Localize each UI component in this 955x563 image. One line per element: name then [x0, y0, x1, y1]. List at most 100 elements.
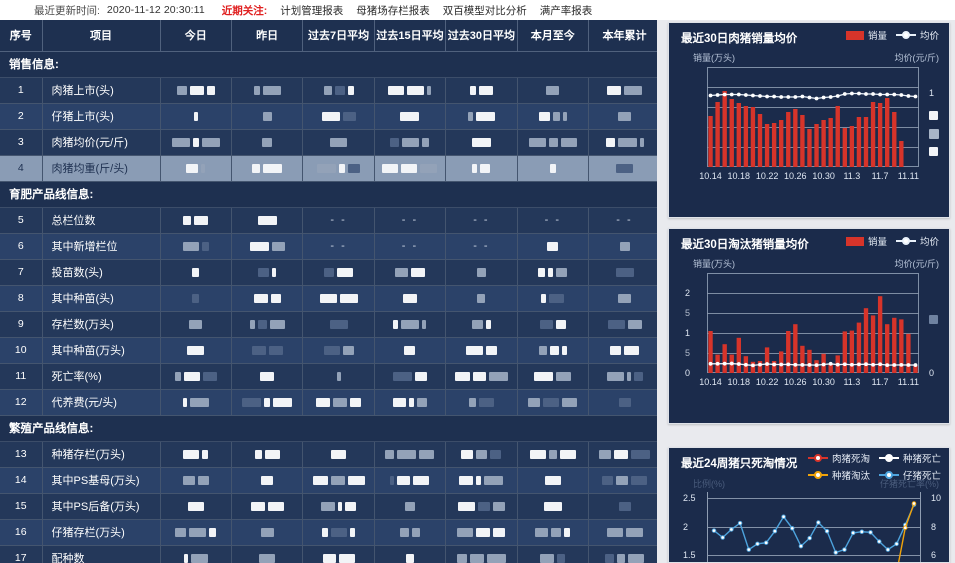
redacted-value [260, 527, 274, 537]
legend-item-breeder-cull[interactable]: 种猪淘汰 [807, 468, 870, 482]
table-cell [302, 285, 375, 312]
table-cell [160, 77, 232, 104]
col-year-to-date[interactable]: 本年累计 [588, 20, 657, 52]
table-cell [231, 363, 304, 390]
legend-item-sales-volume[interactable]: 销量 [845, 28, 887, 42]
table-row[interactable]: 13 种猪存栏(万头) [0, 441, 657, 468]
table-row[interactable]: 15 其中PS后备(万头) [0, 493, 657, 520]
col-avg-7d[interactable]: 过去7日平均 [302, 20, 375, 52]
row-item-label: 其中PS后备(万头) [42, 493, 161, 520]
legend-label: 销量 [867, 31, 887, 42]
redacted-value [350, 527, 356, 537]
col-avg-30d[interactable]: 过去30日平均 [445, 20, 518, 52]
redacted-value [478, 397, 494, 407]
table-row[interactable]: 12 代养费(元/头) [0, 389, 657, 416]
table-row[interactable]: 14 其中PS基母(万头) [0, 467, 657, 494]
x-tick-label: 10.14 [699, 171, 722, 181]
link-double-hundred-model-analysis[interactable]: 双百模型对比分析 [442, 4, 527, 17]
table-cell [302, 129, 375, 156]
redacted-value [339, 163, 346, 173]
line-swatch-icon [878, 454, 899, 462]
redacted-value [457, 527, 474, 537]
table-cell [302, 467, 375, 494]
legend-item-pig-mortality-cull[interactable]: 肉猪死淘 [807, 451, 870, 465]
legend-item-avg-price[interactable]: 均价 [895, 28, 939, 42]
row-item-label: 存栏数(万头) [42, 311, 161, 338]
redacted-value [407, 85, 425, 95]
table-cell [231, 441, 304, 468]
redacted-value [529, 449, 546, 459]
redacted-value [411, 527, 420, 537]
redacted-value [331, 449, 347, 459]
redacted-value [599, 449, 611, 459]
link-plan-management-report[interactable]: 计划管理报表 [280, 4, 344, 17]
redacted-value [410, 267, 425, 277]
table-row[interactable]: 17 配种数 [0, 545, 657, 563]
redacted-value [262, 111, 272, 121]
redacted-dash: - - [401, 214, 419, 226]
redacted-value [261, 475, 274, 485]
table-cell [445, 519, 518, 546]
row-item-label: 其中新增栏位 [42, 233, 161, 260]
redacted-value [546, 85, 560, 95]
redacted-value [625, 527, 643, 537]
col-item[interactable]: 项目 [42, 20, 161, 52]
redacted-value [330, 475, 345, 485]
redacted-value [471, 137, 491, 147]
col-today[interactable]: 今日 [160, 20, 232, 52]
redacted-value [267, 501, 284, 511]
table-cell [231, 545, 304, 563]
table-cell [231, 77, 304, 104]
redacted-value [633, 371, 643, 381]
table-row[interactable]: 10 其中种苗(万头) [0, 337, 657, 364]
table-cell [588, 389, 657, 416]
table-cell [302, 545, 375, 563]
legend-item-piglet-death[interactable]: 仔猪死亡 [878, 468, 941, 482]
legend-item-avg-price[interactable]: 均价 [895, 234, 939, 248]
table-cell [160, 311, 232, 338]
x-tick-label: 11.3 [843, 171, 861, 181]
legend-label: 种猪淘汰 [831, 471, 870, 482]
legend-item-sales-volume[interactable]: 销量 [845, 234, 887, 248]
table-cell: - - [302, 207, 375, 234]
redacted-value [201, 137, 220, 147]
redacted-value [490, 449, 502, 459]
redacted-value [631, 475, 647, 485]
row-index: 15 [0, 493, 43, 520]
redacted-value [618, 111, 631, 121]
redacted-dash: - - [330, 240, 347, 252]
col-avg-15d[interactable]: 过去15日平均 [374, 20, 447, 52]
table-row[interactable]: 6 其中新增栏位 - - - - - - [0, 233, 657, 260]
link-sow-farm-inventory-report[interactable]: 母猪场存栏报表 [356, 4, 430, 17]
table-row[interactable]: 2 仔猪上市(头) [0, 103, 657, 130]
table-row[interactable]: 8 其中种苗(头) [0, 285, 657, 312]
table-cell [374, 467, 447, 494]
card1-ylabel-right: 均价(元/斤) [894, 53, 940, 63]
metrics-table-panel[interactable]: 序号 项目 今日 昨日 过去7日平均 过去15日平均 过去30日平均 本月至今 … [0, 20, 660, 563]
col-index[interactable]: 序号 [0, 20, 43, 52]
x-tick-label: 11.7 [871, 377, 889, 387]
col-yesterday[interactable]: 昨日 [231, 20, 304, 52]
legend-item-breeder-death[interactable]: 种猪死亡 [878, 451, 941, 465]
table-row[interactable]: 1 肉猪上市(头) [0, 77, 657, 104]
table-cell [231, 493, 304, 520]
x-tick-label: 10.26 [784, 171, 807, 181]
table-row[interactable]: 3 肉猪均价(元/斤) [0, 129, 657, 156]
table-cell [302, 155, 375, 182]
table-row[interactable]: 16 仔猪存栏(万头) [0, 519, 657, 546]
metrics-table: 序号 项目 今日 昨日 过去7日平均 过去15日平均 过去30日平均 本月至今 … [0, 20, 657, 563]
redacted-value [330, 137, 348, 147]
redacted-dash: - - [473, 240, 490, 252]
y-tick-label: 2 [683, 521, 689, 532]
redacted-value [270, 293, 281, 303]
col-month-to-date[interactable]: 本月至今 [517, 20, 590, 52]
table-row[interactable]: 9 存栏数(万头) [0, 311, 657, 338]
link-full-capacity-rate-report[interactable]: 满产率报表 [539, 4, 593, 17]
redacted-value [540, 553, 555, 563]
table-row[interactable]: 5 总栏位数 - - - - - - - - - - [0, 207, 657, 234]
table-row[interactable]: 4 肉猪均重(斤/头) [0, 155, 657, 182]
table-row[interactable]: 7 投苗数(头) [0, 259, 657, 286]
redacted-value [186, 163, 199, 173]
table-row[interactable]: 11 死亡率(%) [0, 363, 657, 390]
row-item-label: 肉猪均重(斤/头) [42, 155, 161, 182]
